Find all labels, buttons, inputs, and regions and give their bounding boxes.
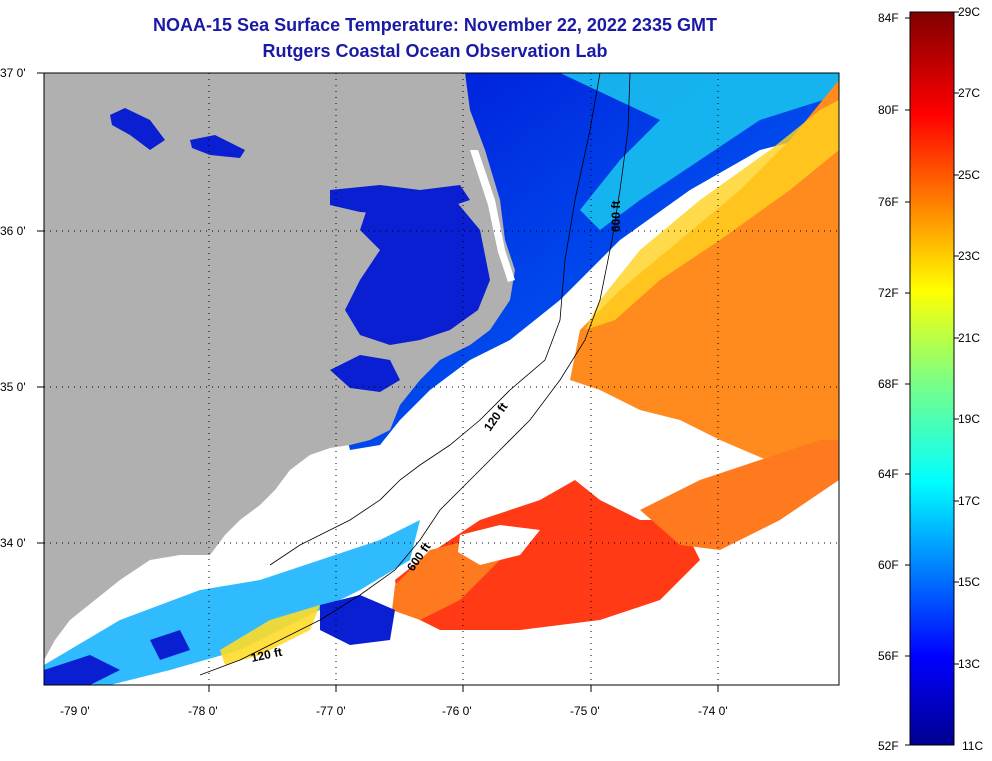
lat-label: 36 0' <box>0 224 26 238</box>
map-frame <box>43 72 840 686</box>
map-subtitle: Rutgers Coastal Ocean Observation Lab <box>262 41 608 61</box>
lat-label: 35 0' <box>0 380 26 394</box>
colorbar-c-label: 27C <box>958 86 980 100</box>
colorbar-c-label: 25C <box>958 168 980 182</box>
colorbar-ticks <box>905 11 959 746</box>
gulf-stream-core <box>395 480 700 630</box>
lon-label: -78 0' <box>188 704 218 718</box>
cold-water-north <box>340 73 839 450</box>
colorbar-f-label: 60F <box>878 558 899 572</box>
river-inlet-north <box>110 108 245 158</box>
colorbar-c-label: 29C <box>958 5 980 19</box>
colorbar-c-label: 21C <box>958 331 980 345</box>
lon-label: -74 0' <box>698 704 728 718</box>
map-title: NOAA-15 Sea Surface Temperature: Novembe… <box>153 15 717 35</box>
colorbar-c-label: 19C <box>958 412 980 426</box>
gulf-stream-orange <box>392 440 839 620</box>
contour-label: 120 ft <box>250 645 284 665</box>
lon-label: -75 0' <box>570 704 600 718</box>
axis-ticks <box>37 72 719 692</box>
cloud-patch-center <box>458 525 540 565</box>
colorbar-f-label: 56F <box>878 649 899 663</box>
blue-eddies-south <box>44 595 395 685</box>
colorbar-f-label: 72F <box>878 286 899 300</box>
graticule <box>44 73 839 685</box>
lon-label: -77 0' <box>316 704 346 718</box>
colorbar-f-label: 76F <box>878 195 899 209</box>
cloud-coast-south <box>60 430 440 640</box>
colorbar-c-label: 15C <box>958 575 980 589</box>
neuse-river <box>330 355 400 392</box>
colorbar-c-label: 13C <box>958 657 980 671</box>
yellow-fringe <box>585 100 839 330</box>
colorbar-f-label: 52F <box>878 739 899 753</box>
colorbar-f-label: 64F <box>878 467 899 481</box>
lat-label: 37 0' <box>0 66 26 80</box>
albemarle-sound <box>330 185 470 215</box>
lon-label: -76 0' <box>442 704 472 718</box>
cyan-streamers-south <box>44 520 420 685</box>
outer-banks <box>470 150 515 282</box>
colorbar-c-label: 11C <box>962 739 983 753</box>
lat-label: 34 0' <box>0 536 26 550</box>
colorbar-f-label: 84F <box>878 11 899 25</box>
colorbar-f-label: 68F <box>878 377 899 391</box>
colorbar <box>909 11 955 746</box>
yellow-streamer-south <box>220 605 320 665</box>
lon-label: -79 0' <box>60 704 90 718</box>
colorbar-c-label: 17C <box>958 494 980 508</box>
contour-label: 600 ft <box>609 201 623 232</box>
cyan-band-north <box>560 73 839 230</box>
bathymetry-contours <box>199 73 631 676</box>
pamlico-sound <box>345 195 490 345</box>
colorbar-f-label: 80F <box>878 103 899 117</box>
colorbar-c-label: 23C <box>958 249 980 263</box>
